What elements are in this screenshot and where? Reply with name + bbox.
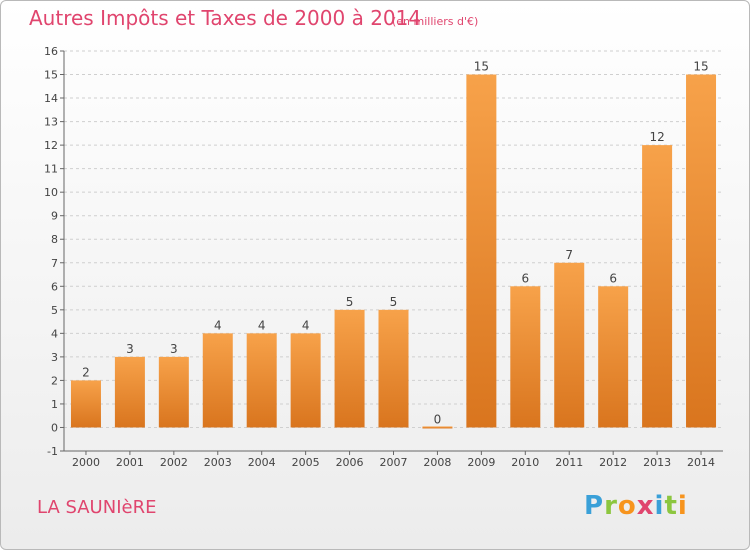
x-tick-label: 2006 [336, 456, 364, 469]
x-tick-label: 2012 [599, 456, 627, 469]
data-label: 4 [214, 318, 222, 332]
bar [334, 309, 365, 428]
bar [466, 74, 497, 428]
bar [158, 356, 189, 428]
data-label: 7 [565, 248, 573, 262]
proxiti-logo: Proxiti [584, 491, 688, 521]
logo-letter: t [664, 491, 678, 521]
y-tick-label: 16 [44, 45, 58, 58]
data-label: 6 [521, 271, 529, 285]
y-tick-label: 6 [51, 280, 58, 293]
logo-letter: r [604, 491, 618, 521]
logo-letter: x [636, 491, 655, 521]
y-tick-label: 1 [51, 398, 58, 411]
data-label: 4 [302, 318, 310, 332]
data-label: 3 [170, 342, 178, 356]
x-tick-label: 2008 [423, 456, 451, 469]
logo-letter: o [617, 491, 637, 521]
data-label: 0 [434, 412, 442, 426]
y-tick-label: 8 [51, 233, 58, 246]
y-tick-label: 12 [44, 139, 58, 152]
bar [422, 426, 453, 429]
x-tick-label: 2013 [643, 456, 671, 469]
data-label: 3 [126, 342, 134, 356]
data-label: 5 [390, 295, 398, 309]
data-label: 15 [474, 60, 489, 74]
commune-name: LA SAUNIèRE [37, 497, 157, 518]
y-tick-label: 11 [44, 163, 58, 176]
x-tick-label: 2000 [72, 456, 100, 469]
y-tick-label: 0 [51, 421, 58, 434]
x-tick-label: 2005 [292, 456, 320, 469]
bar [290, 333, 321, 428]
bar [510, 286, 541, 428]
data-label: 12 [649, 130, 664, 144]
bar [114, 356, 145, 428]
x-tick-label: 2014 [687, 456, 715, 469]
bar [70, 380, 101, 428]
bar [642, 145, 673, 428]
bar [686, 74, 717, 428]
bar [202, 333, 233, 428]
data-label: 5 [346, 295, 354, 309]
x-tick-label: 2001 [116, 456, 144, 469]
logo-letter: P [584, 491, 605, 521]
x-tick-label: 2007 [380, 456, 408, 469]
y-tick-label: 5 [51, 304, 58, 317]
unit-note: (en milliers d'€) [392, 15, 479, 28]
y-tick-label: 13 [44, 116, 58, 129]
logo-letter: i [677, 491, 688, 521]
y-tick-label: 9 [51, 210, 58, 223]
y-tick-label: -1 [47, 445, 58, 458]
y-tick-label: 15 [44, 69, 58, 82]
x-tick-label: 2009 [467, 456, 495, 469]
y-tick-label: 10 [44, 186, 58, 199]
data-label: 15 [693, 60, 708, 74]
y-tick-label: 14 [44, 92, 58, 105]
y-tick-label: 4 [51, 327, 58, 340]
bar [378, 309, 409, 428]
data-label: 6 [609, 271, 617, 285]
y-tick-label: 7 [51, 257, 58, 270]
logo-letter: i [654, 491, 665, 521]
y-tick-label: 2 [51, 374, 58, 387]
x-tick-label: 2002 [160, 456, 188, 469]
x-tick-label: 2010 [511, 456, 539, 469]
chart-title: Autres Impôts et Taxes de 2000 à 2014 [29, 6, 422, 30]
data-label: 4 [258, 318, 266, 332]
bar [554, 262, 585, 428]
x-tick-label: 2004 [248, 456, 276, 469]
x-tick-label: 2003 [204, 456, 232, 469]
data-label: 2 [82, 365, 90, 379]
bar [246, 333, 277, 428]
y-tick-label: 3 [51, 351, 58, 364]
bar [598, 286, 629, 428]
x-tick-label: 2011 [555, 456, 583, 469]
